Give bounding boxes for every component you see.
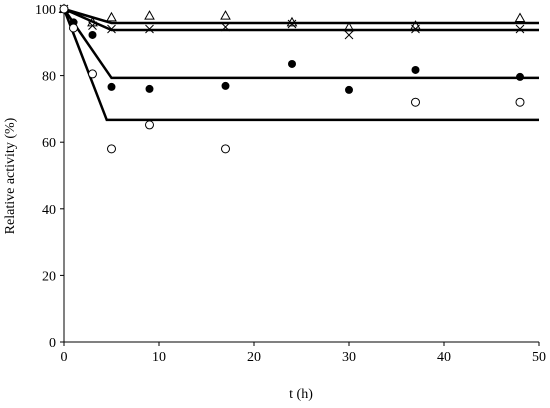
point (106, 11, 117, 22)
point (221, 144, 230, 154)
point (411, 65, 420, 74)
fit-line (62, 8, 539, 80)
y-tick-label: 20 (42, 269, 56, 284)
point (107, 24, 116, 34)
y-tick-label: 0 (49, 336, 56, 351)
point (88, 21, 97, 31)
point (145, 84, 154, 93)
point (516, 72, 524, 81)
point (107, 144, 116, 154)
point (515, 97, 525, 107)
point (145, 24, 154, 34)
point (59, 4, 69, 14)
point (345, 85, 353, 94)
fit-line (62, 8, 539, 122)
point (221, 22, 230, 32)
y-tick-label: 80 (42, 70, 56, 85)
y-tick-label: 60 (42, 136, 56, 151)
point (288, 59, 296, 68)
x-tick-label: 50 (532, 350, 546, 365)
x-axis-label: t (h) (289, 387, 313, 402)
point (69, 23, 78, 33)
point (107, 82, 116, 91)
fit-line (63, 7, 539, 32)
point (343, 21, 355, 32)
point (144, 10, 155, 20)
point (287, 19, 297, 29)
fit-line (63, 7, 539, 25)
point (411, 24, 420, 34)
x-tick-label: 20 (247, 350, 261, 365)
point (515, 24, 525, 34)
x-tick-label: 40 (437, 350, 451, 365)
point (411, 97, 420, 107)
point (514, 12, 526, 22)
point (220, 10, 231, 20)
point (221, 81, 230, 90)
x-tick-label: 0 (61, 350, 68, 365)
point (88, 30, 97, 39)
x-tick-label: 10 (152, 350, 166, 365)
point (344, 30, 354, 40)
point (88, 69, 97, 79)
y-tick-label: 100 (35, 3, 56, 18)
point (145, 120, 154, 130)
x-tick-label: 30 (342, 350, 356, 365)
y-tick-label: 40 (42, 203, 56, 218)
y-axis-label: Relative activity (%) (3, 117, 18, 234)
